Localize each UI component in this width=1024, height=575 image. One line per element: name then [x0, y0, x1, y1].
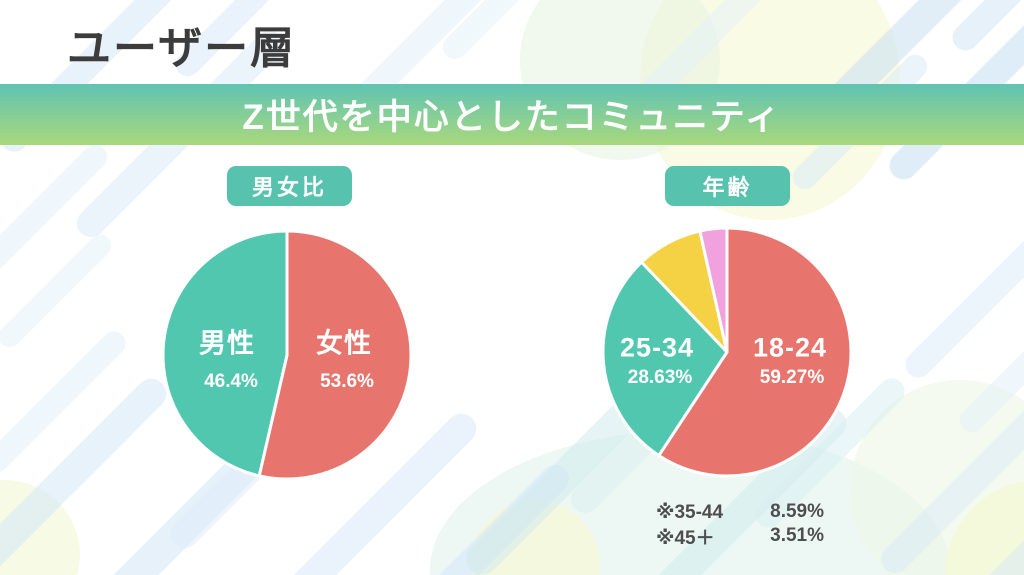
background-blob — [0, 480, 80, 575]
age-footnotes: ※35-44 8.59% ※45＋ 3.51% — [656, 500, 824, 549]
footnote-45-plus: ※45＋ 3.51% — [656, 524, 824, 549]
gender-slice-label-female: 女性 — [316, 328, 372, 359]
footnote-label: ※35-44 — [656, 501, 724, 523]
background-stripe — [954, 306, 1024, 438]
footnote-35-44: ※35-44 8.59% — [656, 500, 824, 524]
pie-slice-1 — [601, 260, 729, 458]
background-blob — [850, 380, 1024, 575]
gender-slice-pct-male: 46.4% — [204, 371, 258, 392]
background-stripe — [900, 223, 1024, 383]
background-blob — [470, 500, 600, 575]
background-stripe — [0, 230, 116, 352]
background-stripe — [0, 372, 173, 575]
pie-slice-0 — [657, 226, 853, 478]
age-pie-chart — [601, 226, 853, 478]
age-slice-pct-18-24: 59.27% — [759, 367, 825, 388]
banner: Z世代を中心としたコミュニティ — [0, 84, 1024, 145]
footnote-label: ※45＋ — [656, 527, 715, 549]
background-stripe — [875, 389, 1024, 575]
age-slice-label-18-24: 18-24 — [752, 332, 828, 363]
footnote-value: 8.59% — [770, 501, 824, 522]
background-stripe — [947, 0, 1024, 56]
banner-text: Z世代を中心としたコミュニティ — [242, 98, 782, 137]
gender-slice-label-male: 男性 — [199, 328, 255, 359]
page-title: ユーザー層 — [67, 24, 297, 73]
gender-slice-pct-female: 53.6% — [320, 371, 374, 392]
footnote-value: 3.51% — [770, 525, 824, 546]
pie-slice-3 — [698, 226, 729, 354]
background-blob — [945, 480, 1024, 575]
background-stripe — [0, 139, 113, 285]
age-chart-badge: 年齢 — [665, 166, 790, 206]
pie-slice-1 — [161, 229, 289, 478]
age-slice-label-25-34: 25-34 — [619, 332, 695, 363]
background-stripe — [0, 326, 131, 478]
age-slice-pct-25-34: 28.63% — [627, 367, 693, 388]
gender-pie-chart — [161, 229, 413, 481]
pie-slice-0 — [257, 229, 413, 481]
background-stripe — [437, 0, 583, 65]
gender-chart-badge: 男女比 — [227, 166, 352, 206]
background-stripe — [967, 470, 1024, 575]
background-stripe — [385, 459, 575, 575]
